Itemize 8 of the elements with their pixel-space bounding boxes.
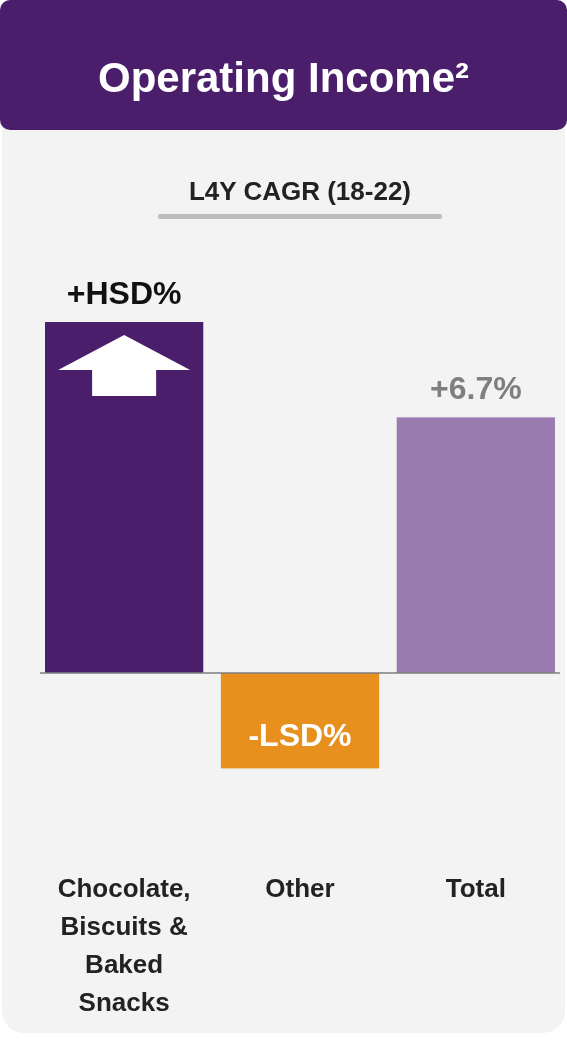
x-tick-label: Total: [445, 873, 506, 903]
chart-title: Operating Income²: [97, 54, 470, 101]
data-label: +6.7%: [430, 370, 522, 407]
x-tick-label: Other: [265, 873, 335, 903]
x-tick-label: Chocolate, Biscuits & Baked Snacks: [57, 873, 191, 1017]
chart-subtitle: L4Y CAGR (18-22): [188, 176, 412, 206]
data-label: +HSD%: [66, 275, 182, 311]
data-label: -LSD%: [248, 717, 352, 754]
